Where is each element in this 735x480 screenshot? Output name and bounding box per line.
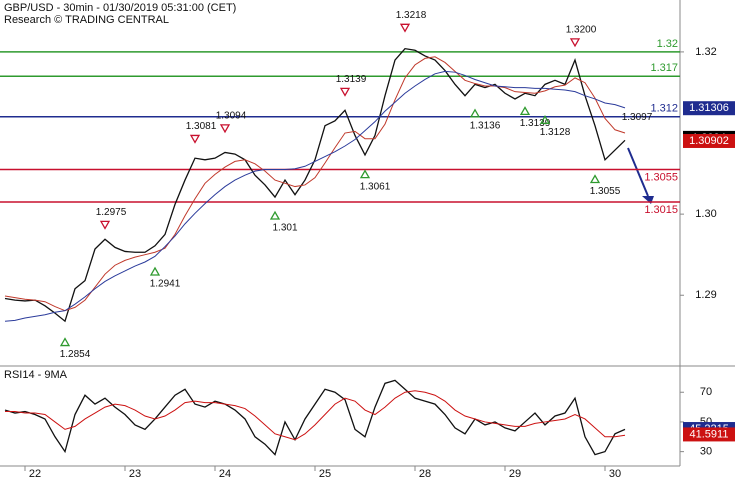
value-note: 1.3097 — [622, 112, 653, 123]
last-value-box — [683, 101, 735, 116]
y-tick-label: 70 — [700, 386, 712, 398]
last-value-box — [683, 427, 735, 442]
level-label: 1.3055 — [644, 171, 678, 183]
support-label: 1.3055 — [590, 186, 621, 197]
x-tick-label: 23 — [129, 468, 141, 480]
support-label: 1.2941 — [150, 279, 181, 290]
support-marker — [469, 108, 481, 118]
resistance-marker — [99, 220, 111, 230]
series-line — [4, 56, 626, 312]
level-label: 1.3015 — [644, 204, 678, 216]
y-tick-label: 1.30 — [695, 208, 716, 220]
support-label: 1.3128 — [540, 127, 571, 138]
support-marker — [589, 174, 601, 184]
support-label: 1.3136 — [470, 120, 501, 131]
support-marker — [149, 266, 161, 276]
y-tick-label: 1.29 — [695, 289, 716, 301]
resistance-label: 1.2975 — [96, 207, 127, 218]
resistance-marker — [339, 87, 351, 97]
chart-title: GBP/USD - 30min - 01/30/2019 05:31:00 (C… — [4, 2, 236, 14]
support-marker — [59, 337, 71, 347]
chart-subtitle: Research © TRADING CENTRAL — [4, 14, 169, 26]
last-value-label: 1.30902 — [689, 135, 729, 147]
support-label: 1.3139 — [520, 118, 551, 129]
resistance-label: 1.3094 — [216, 111, 247, 122]
x-tick-label: 22 — [29, 468, 41, 480]
series-line — [5, 390, 626, 441]
resistance-marker — [219, 124, 231, 134]
series-line — [4, 47, 626, 323]
support-label: 1.3061 — [360, 181, 391, 192]
support-marker — [519, 106, 531, 116]
support-marker — [539, 115, 551, 124]
projection-arrow — [627, 147, 649, 197]
level-label: 1.317 — [650, 62, 678, 74]
support-marker — [269, 210, 281, 220]
series-line — [4, 70, 626, 322]
x-tick-label: 24 — [219, 468, 231, 480]
level-label: 1.32 — [657, 38, 678, 50]
resistance-label: 1.3081 — [186, 121, 217, 132]
support-label: 1.301 — [272, 223, 297, 234]
x-tick-label: 28 — [419, 468, 431, 480]
last-value-label: 1.31306 — [689, 102, 729, 114]
resistance-marker — [399, 23, 411, 33]
resistance-label: 1.3218 — [396, 10, 427, 21]
x-tick-label: 25 — [319, 468, 331, 480]
support-marker — [359, 169, 371, 179]
rsi-title: RSI14 - 9MA — [4, 369, 68, 381]
level-label: 1.312 — [650, 103, 678, 115]
y-tick-label: 30 — [700, 446, 712, 458]
x-tick-label: 30 — [609, 468, 621, 480]
y-tick-label: 1.32 — [695, 46, 716, 58]
last-value-label: 41.5911 — [690, 428, 729, 440]
support-label: 1.2854 — [60, 349, 91, 360]
last-value-box — [683, 133, 735, 148]
x-tick-label: 29 — [509, 468, 521, 480]
resistance-label: 1.3139 — [336, 74, 367, 85]
resistance-marker — [189, 134, 201, 144]
resistance-label: 1.3200 — [566, 25, 597, 36]
series-line — [4, 379, 626, 456]
resistance-marker — [569, 38, 581, 48]
